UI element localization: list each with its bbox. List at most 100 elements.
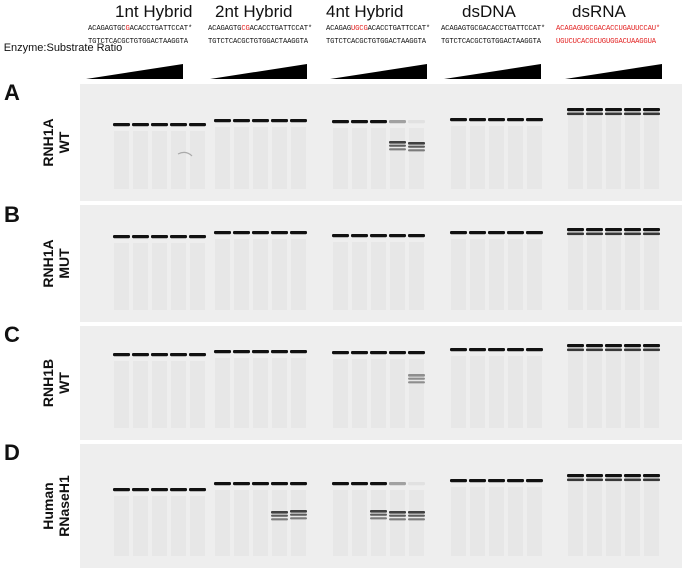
gel-band bbox=[351, 351, 368, 355]
gel-band bbox=[113, 488, 130, 492]
lane-smear bbox=[625, 116, 640, 189]
lane-smear bbox=[352, 128, 367, 189]
product-band bbox=[408, 377, 425, 380]
gel-band bbox=[643, 112, 660, 116]
lane-smear bbox=[587, 482, 602, 556]
lane-smear bbox=[508, 487, 523, 556]
ratio-wedge bbox=[210, 64, 307, 79]
lane-smear bbox=[171, 496, 186, 556]
lane-smear bbox=[190, 361, 205, 428]
lane-smear bbox=[527, 126, 542, 189]
gel-image bbox=[80, 326, 682, 440]
gel-band bbox=[567, 228, 584, 232]
lane-smear bbox=[470, 487, 485, 556]
gel-band bbox=[252, 119, 269, 123]
lane-smear bbox=[451, 126, 466, 189]
gel-band bbox=[332, 120, 349, 124]
lane-smear bbox=[568, 236, 583, 310]
gel-band bbox=[332, 234, 349, 238]
lane-smear bbox=[489, 126, 504, 189]
gel-image bbox=[80, 84, 682, 201]
lane-smear bbox=[451, 487, 466, 556]
sequence-top-strand: ACAGAGTGCGACACCTGATTCCAT* bbox=[441, 25, 546, 33]
gel-band bbox=[370, 234, 387, 238]
gel-band bbox=[605, 112, 622, 116]
gel-band bbox=[488, 118, 505, 122]
product-band bbox=[389, 511, 406, 514]
gel-band bbox=[605, 348, 622, 352]
gel-band bbox=[624, 474, 641, 478]
gel-band bbox=[408, 234, 425, 238]
lane-smear bbox=[114, 496, 129, 556]
lane-smear bbox=[253, 490, 268, 556]
lane-smear bbox=[333, 359, 348, 428]
gel-band bbox=[370, 120, 387, 124]
lane-smear bbox=[568, 482, 583, 556]
enzyme-label: RNH1A MUT bbox=[40, 239, 72, 288]
gel-band bbox=[643, 478, 660, 482]
lane-smear bbox=[470, 126, 485, 189]
gel-band bbox=[586, 108, 603, 112]
enzyme-label: RNH1A WT bbox=[40, 118, 72, 167]
product-band bbox=[389, 514, 406, 517]
lane-smear bbox=[133, 496, 148, 556]
ratio-label: Enzyme:Substrate Ratio bbox=[3, 42, 123, 54]
lane-smear bbox=[272, 239, 287, 310]
lane-smear bbox=[234, 127, 249, 189]
gel-band bbox=[389, 351, 406, 355]
gel-band bbox=[271, 350, 288, 354]
gel-band bbox=[332, 351, 349, 355]
product-band bbox=[408, 374, 425, 377]
product-band bbox=[370, 513, 387, 516]
lane-smear bbox=[489, 487, 504, 556]
column-title: dsRNA bbox=[572, 2, 626, 21]
gel-band bbox=[567, 112, 584, 116]
gel-band bbox=[351, 120, 368, 124]
gel-band bbox=[132, 488, 149, 492]
gel-band bbox=[450, 348, 467, 352]
gel-band bbox=[151, 235, 168, 239]
column-title: 2nt Hybrid bbox=[215, 2, 293, 21]
column-title: 1nt Hybrid bbox=[115, 2, 193, 21]
gel-band bbox=[643, 348, 660, 352]
gel-band bbox=[113, 123, 130, 127]
product-band bbox=[271, 518, 288, 521]
gel-band bbox=[271, 231, 288, 235]
lane-smear bbox=[114, 243, 129, 310]
gel-band bbox=[605, 228, 622, 232]
product-band bbox=[389, 141, 406, 144]
gel-band bbox=[351, 234, 368, 238]
enzyme-label: Human RNaseH1 bbox=[40, 475, 72, 537]
sequence-bottom-strand: TGTCTCACGCTGTGGACTAAGGTA bbox=[88, 38, 188, 46]
gel-band bbox=[586, 232, 603, 236]
gel-band bbox=[605, 232, 622, 236]
gel-band bbox=[233, 482, 250, 486]
lane-smear bbox=[409, 490, 424, 556]
gel-band bbox=[643, 108, 660, 112]
gel-band bbox=[586, 348, 603, 352]
product-band bbox=[271, 514, 288, 517]
product-band bbox=[408, 381, 425, 384]
lane-smear bbox=[371, 359, 386, 428]
gel-band bbox=[526, 348, 543, 352]
lane-smear bbox=[272, 127, 287, 189]
gel-band bbox=[370, 351, 387, 355]
gel-band bbox=[507, 118, 524, 122]
gel-band bbox=[132, 353, 149, 357]
gel-band bbox=[643, 228, 660, 232]
lane-smear bbox=[451, 239, 466, 310]
lane-smear bbox=[587, 352, 602, 428]
lane-smear bbox=[291, 239, 306, 310]
gel-band bbox=[567, 348, 584, 352]
gel-band bbox=[567, 108, 584, 112]
gel-band bbox=[189, 353, 206, 357]
lane-smear bbox=[171, 131, 186, 189]
gel-band bbox=[488, 231, 505, 235]
gel-band bbox=[567, 232, 584, 236]
gel-band bbox=[624, 108, 641, 112]
lane-smear bbox=[390, 490, 405, 556]
lane-smear bbox=[190, 496, 205, 556]
lane-smear bbox=[409, 242, 424, 310]
gel-image bbox=[80, 205, 682, 322]
gel-band bbox=[170, 235, 187, 239]
